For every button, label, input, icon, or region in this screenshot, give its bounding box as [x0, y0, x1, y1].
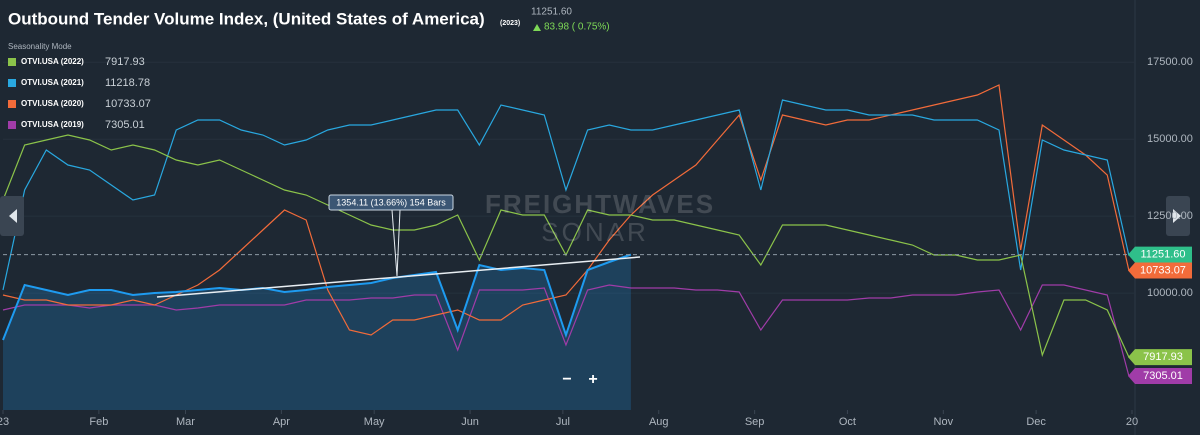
plot-area	[2, 61, 1135, 414]
legend-swatch	[8, 100, 16, 108]
legend-swatch	[8, 79, 16, 87]
price-tag-label: 7305.01	[1143, 370, 1183, 382]
legend-label: OTVI.USA (2021)	[21, 78, 84, 87]
x-tick-label: Mar	[176, 416, 195, 428]
price-tag-label: 7917.93	[1143, 351, 1183, 363]
chart-title: Outbound Tender Volume Index, (United St…	[8, 9, 485, 28]
x-tick-label: May	[364, 416, 385, 428]
x-tick-label: Oct	[839, 416, 856, 428]
x-tick-label: Jun	[461, 416, 479, 428]
legend: OTVI.USA (2022) 7917.93 OTVI.USA (2021) 112…	[8, 56, 151, 131]
x-tick-label: Sep	[745, 416, 765, 428]
series-line	[2, 84, 1130, 336]
current-price: 11251.60	[531, 7, 572, 18]
zoom-out[interactable]: −	[562, 371, 571, 388]
price-tag-label: 11251.60	[1140, 248, 1185, 260]
y-tick-label: 12500.00	[1147, 210, 1193, 222]
y-tick-label: 17500.00	[1147, 56, 1193, 68]
legend-label: OTVI.USA (2019)	[21, 120, 84, 129]
y-tick-label: 10000.00	[1147, 287, 1193, 299]
price-change: 83.98 ( 0.75%)	[544, 22, 610, 33]
annotation-leader	[391, 209, 398, 277]
legend-label: OTVI.USA (2022)	[21, 57, 84, 66]
nav-right[interactable]	[1166, 196, 1190, 236]
x-tick-label: Apr	[273, 416, 290, 428]
header: Outbound Tender Volume Index, (United St…	[8, 7, 610, 51]
watermark: FREIGHTWAVES	[485, 189, 715, 219]
legend-value: 7305.01	[105, 119, 145, 131]
title-year: (2023)	[500, 20, 520, 27]
price-tag	[1128, 349, 1192, 366]
x-tick-label: 23	[0, 416, 9, 428]
x-tick-label: Dec	[1026, 416, 1046, 428]
watermark: SONAR	[541, 217, 648, 247]
annotation-box	[328, 194, 454, 211]
trend-line	[156, 256, 641, 298]
price-tags: 11251.60 7917.93 10733.07 7305.01	[1128, 246, 1192, 384]
legend-value: 10733.07	[105, 98, 151, 110]
series-line	[2, 284, 1130, 377]
x-tick-label: Nov	[934, 416, 954, 428]
price-tag	[1128, 367, 1192, 384]
measure-annotation: 1354.11 (13.66%) 154 Bars	[156, 194, 641, 298]
legend-value: 11218.78	[105, 77, 150, 89]
x-tick-label: Jul	[556, 416, 570, 428]
annotation-text: 1354.11 (13.66%) 154 Bars	[336, 197, 446, 207]
mode-label: Seasonality Mode	[8, 42, 72, 51]
zoom-in[interactable]: +	[588, 371, 597, 388]
price-tag	[1128, 262, 1192, 279]
x-tick-label: Feb	[89, 416, 108, 428]
nav-left[interactable]	[0, 196, 24, 236]
legend-swatch	[8, 58, 16, 66]
x-tick-label: Aug	[649, 416, 669, 428]
series-line	[2, 253, 632, 341]
price-tag-label: 10733.07	[1140, 264, 1186, 276]
y-tick-label: 15000.00	[1147, 133, 1193, 145]
annotation-leader	[396, 209, 401, 277]
x-tick-label: 20	[1126, 416, 1138, 428]
legend-swatch	[8, 121, 16, 129]
price-tag	[1128, 246, 1192, 263]
nav-left-icon	[9, 209, 17, 223]
legend-value: 7917.93	[105, 56, 145, 68]
series-line	[2, 99, 1130, 291]
up-arrow	[533, 24, 541, 31]
legend-label: OTVI.USA (2020)	[21, 99, 84, 108]
nav-right-icon	[1173, 209, 1181, 223]
